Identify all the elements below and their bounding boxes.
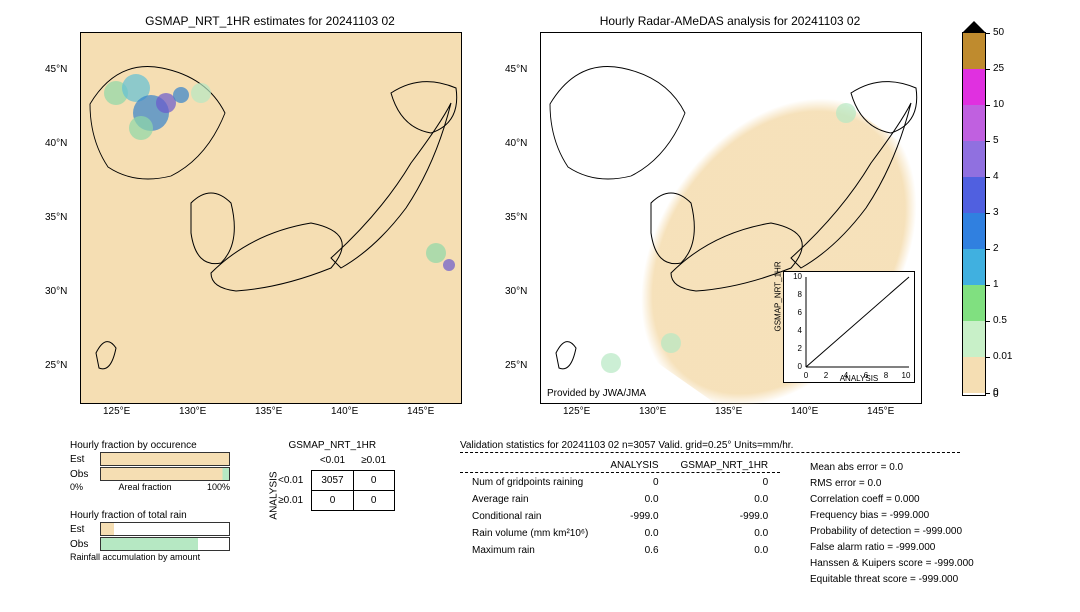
ct-10: 0 xyxy=(312,491,353,511)
validation-title: Validation statistics for 20241103 02 n=… xyxy=(460,440,793,451)
svg-text:4: 4 xyxy=(798,326,803,335)
left-map-title: GSMAP_NRT_1HR estimates for 20241103 02 xyxy=(80,14,460,28)
ct-c1: ≥0.01 xyxy=(353,451,394,471)
occ-x1: Areal fraction xyxy=(118,482,171,492)
divider xyxy=(460,452,960,453)
totalrain-footer: Rainfall accumulation by amount xyxy=(70,552,230,562)
occurrence-title: Hourly fraction by occurence xyxy=(70,440,230,451)
ct-row-header: ANALYSIS xyxy=(269,471,280,519)
totalrain-chart: Hourly fraction of total rain EstObs Rai… xyxy=(70,510,230,562)
validation-scores: Mean abs error = 0.0RMS error = 0.0Corre… xyxy=(810,460,974,588)
contingency-block: GSMAP_NRT_1HR <0.01 ≥0.01 <0.01 3057 0 ≥… xyxy=(270,440,395,511)
svg-text:10: 10 xyxy=(793,272,802,281)
svg-text:6: 6 xyxy=(798,308,803,317)
ct-col-header: GSMAP_NRT_1HR xyxy=(270,440,395,451)
occ-x2: 100% xyxy=(207,482,230,492)
vh-1: GSMAP_NRT_1HR xyxy=(671,458,779,473)
left-map-panel xyxy=(80,32,462,404)
svg-text:8: 8 xyxy=(798,290,803,299)
ct-00: 3057 xyxy=(312,471,353,491)
map-credit: Provided by JWA/JMA xyxy=(547,388,646,399)
svg-text:ANALYSIS: ANALYSIS xyxy=(840,374,879,382)
svg-text:2: 2 xyxy=(798,344,803,353)
vh-0: ANALYSIS xyxy=(600,458,668,473)
scatter-inset: 0246810 0246810 ANALYSIS GSMAP_NRT_1HR xyxy=(783,271,915,383)
occurrence-chart: Hourly fraction by occurence EstObs 0% A… xyxy=(70,440,230,492)
svg-text:2: 2 xyxy=(824,371,829,380)
right-map-panel: Provided by JWA/JMA 0246810 0246810 ANAL… xyxy=(540,32,922,404)
occ-x0: 0% xyxy=(70,482,83,492)
colorbar: 502510543210.50.0100 xyxy=(962,32,986,396)
ct-11: 0 xyxy=(353,491,394,511)
svg-text:0: 0 xyxy=(804,371,809,380)
svg-text:0: 0 xyxy=(798,362,803,371)
ct-c0: <0.01 xyxy=(312,451,353,471)
ct-01: 0 xyxy=(353,471,394,491)
svg-text:10: 10 xyxy=(902,371,911,380)
svg-text:8: 8 xyxy=(884,371,889,380)
contingency-table: <0.01 ≥0.01 <0.01 3057 0 ≥0.01 0 0 xyxy=(270,451,395,511)
totalrain-title: Hourly fraction of total rain xyxy=(70,510,230,521)
